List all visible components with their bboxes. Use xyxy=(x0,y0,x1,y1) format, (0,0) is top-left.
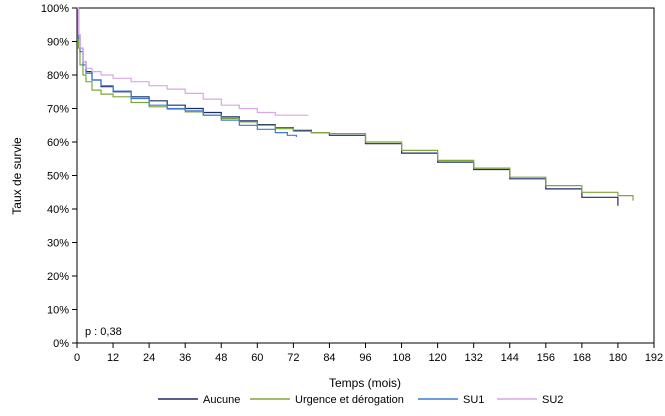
y-tick-label: 60% xyxy=(47,137,69,149)
x-tick-label: 132 xyxy=(465,352,483,364)
y-tick-label: 30% xyxy=(47,238,69,250)
y-tick-label: 0% xyxy=(53,338,69,350)
y-tick-label: 70% xyxy=(47,104,69,116)
x-tick-label: 84 xyxy=(323,352,335,364)
x-tick-label: 180 xyxy=(609,352,627,364)
x-tick-label: 192 xyxy=(645,352,663,364)
legend-label: SU1 xyxy=(463,394,484,406)
x-tick-label: 72 xyxy=(287,352,299,364)
y-tick-label: 80% xyxy=(47,70,69,82)
y-tick-label: 20% xyxy=(47,271,69,283)
y-axis: 0% 10% 20% 30% 40% 50% 60% 70% 80% 90% 100% xyxy=(41,3,77,350)
x-tick-label: 0 xyxy=(74,352,80,364)
y-tick-label: 10% xyxy=(47,305,69,317)
y-tick-label: 50% xyxy=(47,171,69,183)
y-axis-title: Taux de survie xyxy=(10,137,24,215)
p-value-annotation: p : 0,38 xyxy=(85,326,122,338)
x-axis-title: Temps (mois) xyxy=(329,376,401,390)
x-tick-label: 60 xyxy=(251,352,263,364)
legend-label: SU2 xyxy=(542,394,563,406)
x-tick-label: 12 xyxy=(107,352,119,364)
plot-frame xyxy=(76,7,655,344)
x-tick-label: 120 xyxy=(428,352,446,364)
x-tick-label: 96 xyxy=(359,352,371,364)
x-tick-label: 24 xyxy=(143,352,155,364)
y-tick-label: 100% xyxy=(41,3,69,15)
x-tick-label: 36 xyxy=(179,352,191,364)
x-tick-label: 168 xyxy=(573,352,591,364)
legend-label: Aucune xyxy=(203,394,240,406)
series-line-su2 xyxy=(77,7,309,116)
x-tick-label: 48 xyxy=(215,352,227,364)
series-line-su1 xyxy=(77,7,297,137)
y-tick-label: 90% xyxy=(47,37,69,49)
series-lines xyxy=(77,7,634,206)
x-axis: 0 12 24 36 48 60 72 84 96 108 120 132 144 156 168 180 19… xyxy=(74,343,663,364)
x-tick-label: 144 xyxy=(501,352,519,364)
y-tick-label: 40% xyxy=(47,204,69,216)
legend: Aucune Urgence et dérogation SU1 SU2 xyxy=(158,394,563,406)
x-tick-label: 108 xyxy=(392,352,410,364)
x-tick-label: 156 xyxy=(537,352,555,364)
legend-label: Urgence et dérogation xyxy=(295,394,404,406)
